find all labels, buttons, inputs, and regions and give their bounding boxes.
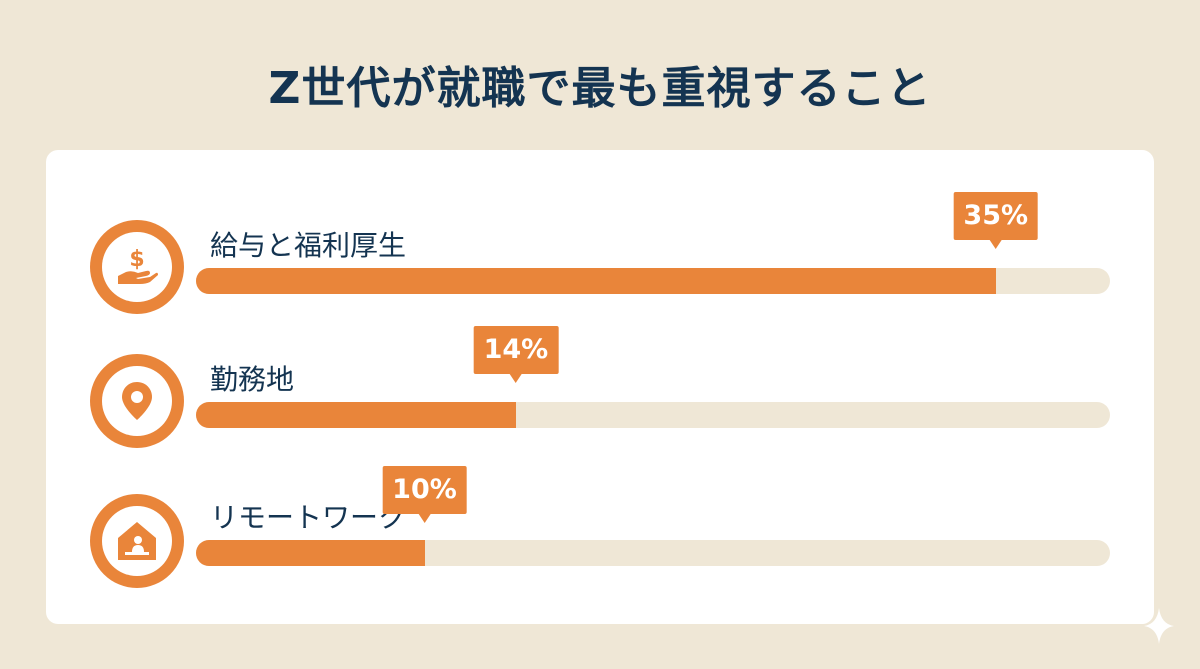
bar-track	[196, 268, 1110, 294]
page-title: Z世代が就職で最も重視すること	[268, 63, 932, 114]
sparkle-icon	[1144, 608, 1174, 644]
bar-label: 給与と福利厚生	[210, 229, 407, 262]
location-pin-icon	[90, 354, 184, 448]
bar-track	[196, 402, 1110, 428]
home-office-icon	[90, 494, 184, 588]
value-label: 14%	[473, 326, 559, 383]
bar-row-1: 勤務地 14%	[46, 326, 1154, 474]
money-hand-icon: $	[90, 220, 184, 314]
chart-card: $ 給与と福利厚生 35% 勤務地 14%	[46, 150, 1154, 624]
value-label: 10%	[382, 466, 467, 523]
bar	[196, 268, 996, 294]
bar-row-2: リモートワーク 10%	[46, 466, 1154, 614]
svg-text:$: $	[129, 247, 144, 272]
value-label: 35%	[953, 192, 1039, 249]
bar-label: 勤務地	[210, 363, 295, 396]
bar-track	[196, 540, 1110, 566]
bar-label: リモートワーク	[210, 501, 407, 534]
bar	[196, 540, 425, 566]
bar-row-0: $ 給与と福利厚生 35%	[46, 192, 1154, 340]
bar	[196, 402, 516, 428]
